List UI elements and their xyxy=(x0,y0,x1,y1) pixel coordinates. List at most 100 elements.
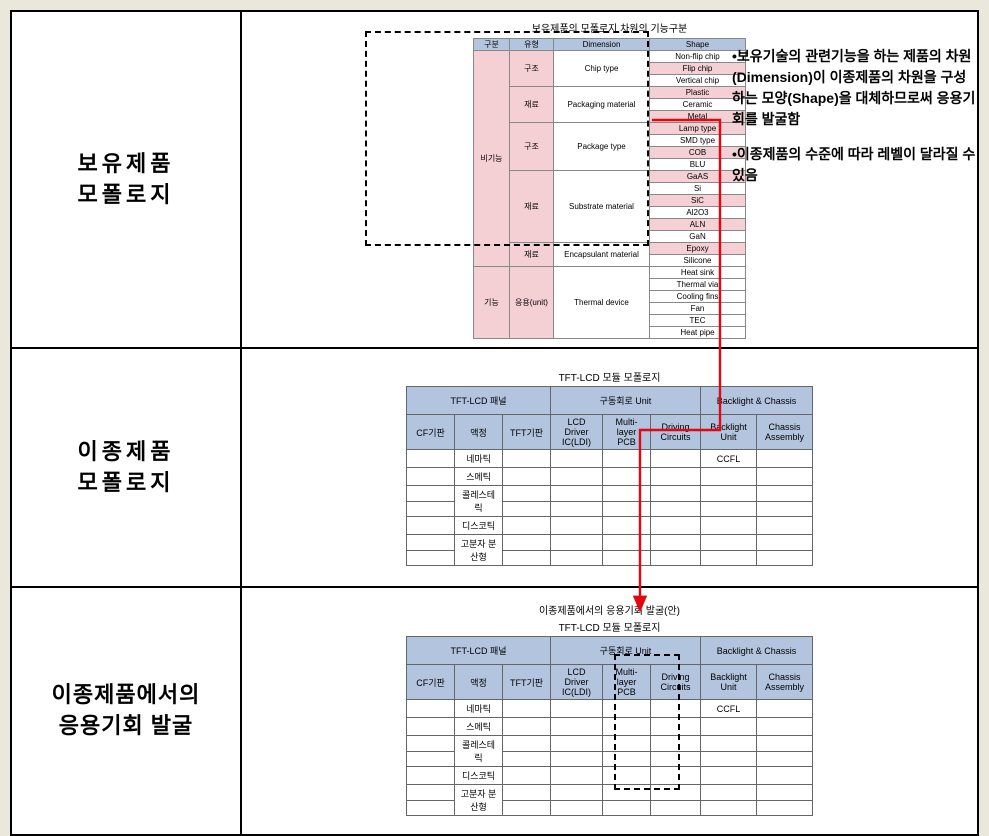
tft-cell xyxy=(701,751,757,767)
tft-cell xyxy=(551,800,603,816)
tft-cell xyxy=(701,535,757,551)
table1-title: 보유제품의 모폴로지 차원의 기능구분 xyxy=(254,20,965,35)
t1-thermal-shape: TEC xyxy=(650,315,746,327)
tft-cell xyxy=(701,468,757,486)
t1-yuhyeong: 구조 xyxy=(510,51,554,87)
table1-row: 재료Encapsulant materialEpoxy xyxy=(474,243,746,255)
tft-cell xyxy=(407,486,455,502)
tft-cell xyxy=(551,486,603,502)
tft-cell xyxy=(551,785,603,801)
t1-yuhyeong: 재료 xyxy=(510,171,554,243)
t1-h1: 유형 xyxy=(510,39,554,51)
tft-cell xyxy=(757,486,813,502)
t1-col1-nonfunc: 비기능 xyxy=(474,51,510,267)
tft-liquid-type: 스메틱 xyxy=(455,468,503,486)
tft-cell xyxy=(551,751,603,767)
tft-cell xyxy=(503,700,551,718)
tft-cell xyxy=(603,501,651,517)
tft-cell xyxy=(651,450,701,468)
row-3: 이종제품에서의 응용기회 발굴 이종제품에서의 응용기회 발굴(안) TFT-L… xyxy=(12,588,977,834)
row1-label-cell: 보유제품 모폴로지 xyxy=(12,12,242,347)
row-2: 이종제품 모폴로지 TFT-LCD 모듈 모폴로지 TFT-LCD 패널구동회로… xyxy=(12,349,977,588)
tft-cell xyxy=(651,767,701,785)
table1-row: 구조Package typeLamp type xyxy=(474,123,746,135)
tft-cell xyxy=(651,718,701,736)
tft-cell xyxy=(757,517,813,535)
tft-cell xyxy=(651,700,701,718)
tft-cell xyxy=(503,800,551,816)
tft-cell xyxy=(407,468,455,486)
tft-body-row: 디스코틱 xyxy=(407,517,813,535)
tft-cell xyxy=(551,450,603,468)
tft-cell xyxy=(603,767,651,785)
tft-sub: TFT기판 xyxy=(503,665,551,700)
tft-sub: LCD Driver IC(LDI) xyxy=(551,415,603,450)
bullet-1: •보유기술의 관련기능을 하는 제품의 차원(Dimension)이 이종제품의… xyxy=(732,46,978,130)
tft-cell xyxy=(603,517,651,535)
tft-sub: 액정 xyxy=(455,415,503,450)
tft-sub: Multi-layer PCB xyxy=(603,665,651,700)
tft-cell xyxy=(603,785,651,801)
tft-cell xyxy=(503,450,551,468)
tft-cell xyxy=(407,450,455,468)
tft-cell xyxy=(407,700,455,718)
t1-shape: Al2O3 xyxy=(650,207,746,219)
tft-sub-row: CF기판액정TFT기판LCD Driver IC(LDI)Multi-layer… xyxy=(407,665,813,700)
tft-group: Backlight & Chassis xyxy=(701,637,813,665)
tft-sub: Driving Circuits xyxy=(651,665,701,700)
t1-dimension: Encapsulant material xyxy=(554,243,650,267)
tft-body-row: 고분자 분산형 xyxy=(407,535,813,551)
tft-sub: Backlight Unit xyxy=(701,415,757,450)
tft-body-row: 스메틱 xyxy=(407,718,813,736)
t1-thermal-dim: Thermal device xyxy=(554,267,650,339)
table1-row: 기능응용(unit)Thermal deviceHeat sink xyxy=(474,267,746,279)
tft-cell: CCFL xyxy=(701,450,757,468)
t1-yuhyeong: 재료 xyxy=(510,87,554,123)
tft-cell: CCFL xyxy=(701,700,757,718)
tft-cell xyxy=(551,468,603,486)
tft-cell xyxy=(503,517,551,535)
t1-yuhyeong: 구조 xyxy=(510,123,554,171)
row2-label: 이종제품 모폴로지 xyxy=(78,437,175,499)
tft-cell xyxy=(551,550,603,566)
tft-sub: LCD Driver IC(LDI) xyxy=(551,665,603,700)
tft-liquid-type: 스메틱 xyxy=(455,718,503,736)
tft-cell xyxy=(603,700,651,718)
t1-thermal-shape: Thermal via xyxy=(650,279,746,291)
tft-cell xyxy=(603,468,651,486)
tft-body-row: 네마틱 CCFL xyxy=(407,700,813,718)
tft-cell xyxy=(503,785,551,801)
tft-body-row: 디스코틱 xyxy=(407,767,813,785)
table3-title2: TFT-LCD 모듈 모폴로지 xyxy=(254,619,965,634)
t1-col1-func: 기능 xyxy=(474,267,510,339)
tft-liquid-type: 네마틱 xyxy=(455,700,503,718)
tft-cell xyxy=(757,700,813,718)
tft-group: TFT-LCD 패널 xyxy=(407,387,551,415)
tft-cell xyxy=(503,501,551,517)
tft-cell xyxy=(503,550,551,566)
tft-cell xyxy=(407,767,455,785)
tft-sub: TFT기판 xyxy=(503,415,551,450)
t1-shape: GaN xyxy=(650,231,746,243)
tft-cell xyxy=(757,785,813,801)
tft-cell xyxy=(551,718,603,736)
t1-thermal-shape: Heat sink xyxy=(650,267,746,279)
tft-sub: Chassis Assembly xyxy=(757,415,813,450)
tft-body-row: 스메틱 xyxy=(407,468,813,486)
table3: TFT-LCD 패널구동회로 UnitBacklight & ChassisCF… xyxy=(406,636,813,816)
table1-header-row: 구분 유형 Dimension Shape xyxy=(474,39,746,51)
tft-cell xyxy=(503,767,551,785)
tft-liquid-type: 디스코틱 xyxy=(455,517,503,535)
t1-h2: Dimension xyxy=(554,39,650,51)
tft-sub: Chassis Assembly xyxy=(757,665,813,700)
tft-cell xyxy=(551,535,603,551)
row2-content: TFT-LCD 모듈 모폴로지 TFT-LCD 패널구동회로 UnitBackl… xyxy=(242,349,977,586)
tft-cell xyxy=(503,751,551,767)
tft-sub: CF기판 xyxy=(407,665,455,700)
tft-cell xyxy=(603,751,651,767)
tft-group: TFT-LCD 패널 xyxy=(407,637,551,665)
tft-cell xyxy=(503,468,551,486)
tft-cell xyxy=(651,501,701,517)
tft-cell xyxy=(757,450,813,468)
row3-label: 이종제품에서의 응용기회 발굴 xyxy=(52,680,201,742)
